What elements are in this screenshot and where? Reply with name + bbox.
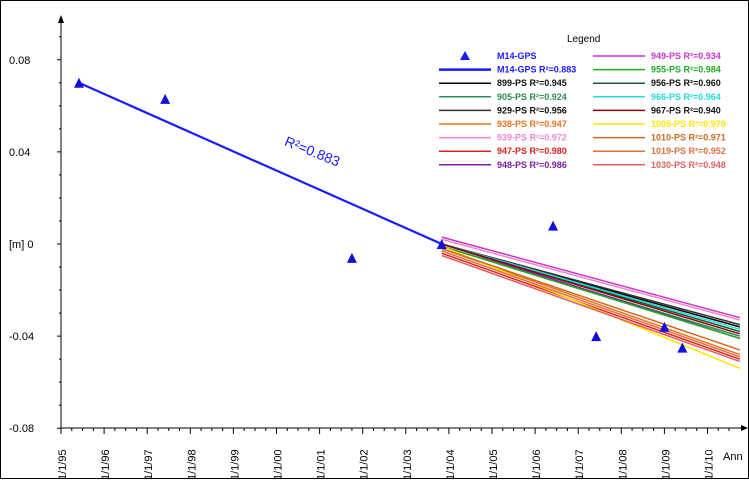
plot-area: 0.08 0.04 [m] 0 -0.04 -0.08 1/1/95 1/1/96 1/1/9…: [9, 15, 748, 480]
x-tick-label: 1/1/03: [402, 449, 414, 480]
x-tick-label: 1/1/96: [100, 449, 112, 480]
gps-point: [160, 93, 171, 104]
ps-fit-line: [441, 236, 741, 319]
x-tick-label: 1/1/07: [574, 449, 586, 480]
x-tick-label: 1/1/01: [316, 449, 328, 480]
x-tick-label: 1/1/02: [359, 449, 371, 480]
legend-label: 929-PS R²=0.956: [497, 105, 567, 115]
x-tick-label: 1/1/00: [273, 449, 285, 480]
y-tick-label: [m] 0: [9, 239, 33, 251]
legend-title: Legend: [567, 34, 600, 45]
x-axis-label: Ann: [723, 451, 743, 463]
x-tick-label: 1/1/98: [186, 449, 198, 480]
gps-point: [591, 331, 602, 342]
x-tick-label: 1/1/06: [531, 449, 543, 480]
x-tick-label: 1/1/97: [143, 449, 155, 480]
gps-point: [73, 77, 84, 88]
legend-label: M14-GPS R²=0.883: [497, 65, 576, 75]
y-tick-label: 0.08: [9, 55, 30, 67]
ps-fit-line: [441, 243, 741, 335]
legend-label: M14-GPS: [497, 51, 537, 61]
legend-label: 899-PS R²=0.945: [497, 78, 567, 88]
legend-label: 949-PS R²=0.934: [651, 51, 721, 61]
ps-fit-line: [441, 247, 741, 351]
legend-label: 947-PS R²=0.980: [497, 146, 567, 156]
gps-point: [548, 220, 559, 231]
x-tick-label: 1/1/10: [704, 449, 716, 480]
x-tick-label: 1/1/99: [229, 449, 241, 480]
x-tick-label: 1/1/05: [488, 449, 500, 480]
x-axis-arrow: [741, 425, 748, 431]
gps-fit-line: [78, 81, 443, 246]
x-tick-label: 1/1/08: [617, 449, 629, 480]
r2-annotation: R²=0.883: [283, 133, 343, 170]
legend-label: 966-PS R²=0.964: [651, 92, 721, 102]
y-tick-label: -0.08: [9, 423, 34, 435]
gps-point: [659, 321, 670, 332]
x-tick-label: 1/1/04: [445, 449, 457, 480]
legend-label: 1005-PS R²=0.979: [651, 119, 726, 129]
legend-label: 956-PS R²=0.960: [651, 78, 721, 88]
gps-point: [436, 239, 447, 249]
legend-label: 967-PS R²=0.940: [651, 105, 721, 115]
legend-label: 1010-PS R²=0.971: [651, 133, 726, 143]
ps-fit-line: [441, 245, 741, 370]
legend-label: 1019-PS R²=0.952: [651, 146, 726, 156]
legend-label: 955-PS R²=0.984: [651, 65, 721, 75]
ps-fit-line: [441, 245, 741, 340]
ps-fit-line: [441, 250, 741, 358]
y-tick-label: -0.04: [9, 331, 34, 343]
y-axis-arrow: [58, 15, 64, 23]
legend-label: 938-PS R²=0.947: [497, 119, 567, 129]
legend-label: 1030-PS R²=0.948: [651, 160, 726, 170]
gps-point: [346, 252, 357, 263]
x-tick-label: 1/1/95: [57, 449, 69, 480]
ps-fit-line: [441, 254, 741, 363]
x-tick-label: 1/1/09: [660, 449, 672, 480]
legend-label: 948-PS R²=0.986: [497, 160, 567, 170]
ps-fit-line: [441, 238, 741, 321]
legend-label: 905-PS R²=0.924: [497, 92, 567, 102]
legend-label: 939-PS R²=0.972: [497, 133, 567, 143]
gps-point: [677, 342, 688, 353]
legend-marker-triangle: [460, 51, 470, 60]
y-tick-label: 0.04: [9, 147, 30, 159]
ps-fit-line: [441, 252, 741, 360]
